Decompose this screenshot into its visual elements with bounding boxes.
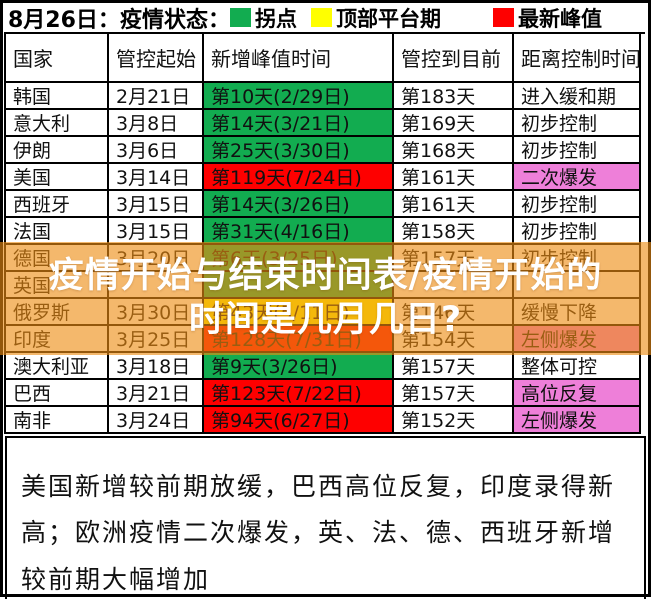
column-header-current: 管控到目前 (394, 34, 514, 83)
country-cell: 意大利 (6, 110, 109, 137)
headline-line-1: 疫情开始与结束时间表/疫情开始的 (48, 256, 603, 297)
summary-box: 美国新增较前期放缓，巴西高位反复，印度录得新高；欧洲疫情二次爆发，英、法、德、西… (5, 436, 646, 599)
country-cell: 西班牙 (6, 191, 109, 218)
start-date-cell: 3月15日 (109, 191, 204, 218)
start-date-cell: 3月21日 (109, 380, 204, 407)
legend-label: 最新峰值 (517, 6, 602, 31)
start-date-cell: 3月18日 (109, 353, 204, 380)
days-cell: 第168天 (394, 137, 514, 164)
column-header-peak: 新增峰值时间 (204, 34, 394, 83)
status-cell: 初步控制 (514, 137, 641, 164)
days-cell: 第169天 (394, 110, 514, 137)
start-date-cell: 3月15日 (109, 218, 204, 245)
start-date-cell: 3月24日 (109, 407, 204, 434)
days-cell: 第183天 (394, 83, 514, 110)
summary-text: 美国新增较前期放缓，巴西高位反复，印度录得新高；欧洲疫情二次爆发，英、法、德、西… (21, 472, 616, 594)
peak-cell: 第10天(2/29日) (204, 83, 394, 110)
country-cell: 巴西 (6, 380, 109, 407)
country-cell: 澳大利亚 (6, 353, 109, 380)
country-cell: 伊朗 (6, 137, 109, 164)
days-cell: 第152天 (394, 407, 514, 434)
legend-item-inflection: 拐点 (229, 3, 297, 33)
yellow-swatch-icon (310, 8, 332, 27)
status-cell: 初步控制 (514, 218, 641, 245)
peak-cell: 第94天(6/27日) (204, 407, 394, 434)
start-date-cell: 3月14日 (109, 164, 204, 191)
red-swatch-icon (492, 8, 514, 27)
peak-cell: 第14天(3/26日) (204, 191, 394, 218)
country-cell: 法国 (6, 218, 109, 245)
peak-cell: 第9天(3/26日) (204, 353, 394, 380)
peak-cell: 第119天(7/24日) (204, 164, 394, 191)
start-date-cell: 3月6日 (109, 137, 204, 164)
peak-cell: 第14天(3/21日) (204, 110, 394, 137)
headline-line-2: 时间是几月几日? (188, 299, 463, 340)
status-cell: 左侧爆发 (514, 407, 641, 434)
status-cell: 高位反复 (514, 380, 641, 407)
days-cell: 第161天 (394, 164, 514, 191)
status-cell: 进入缓和期 (514, 83, 641, 110)
title-bar: 8月26日： 疫情状态： 拐点 顶部平台期 最新峰值 (3, 3, 648, 33)
peak-cell: 第25天(3/30日) (204, 137, 394, 164)
days-cell: 第161天 (394, 191, 514, 218)
legend-item-plateau: 顶部平台期 (310, 3, 441, 33)
days-cell: 第157天 (394, 380, 514, 407)
column-header-country: 国家 (6, 34, 109, 83)
column-header-distance: 距离控制时间 (514, 34, 641, 83)
date-label: 8月26日： (8, 7, 120, 33)
country-cell: 韩国 (6, 83, 109, 110)
start-date-cell: 3月8日 (109, 110, 204, 137)
days-cell: 第158天 (394, 218, 514, 245)
epidemic-table: 国家 管控起始 新增峰值时间 管控到目前 距离控制时间 韩国 2月21日 第10… (4, 32, 645, 434)
status-cell: 初步控制 (514, 191, 641, 218)
country-cell: 美国 (6, 164, 109, 191)
status-cell: 整体可控 (514, 353, 641, 380)
status-cell: 二次爆发 (514, 164, 641, 191)
column-header-start: 管控起始 (109, 34, 204, 83)
legend-label: 顶部平台期 (335, 6, 441, 31)
legend-label: 拐点 (254, 6, 297, 31)
status-cell: 初步控制 (514, 110, 641, 137)
peak-cell: 第123天(7/22日) (204, 380, 394, 407)
green-swatch-icon (229, 8, 251, 27)
days-cell: 第157天 (394, 353, 514, 380)
legend: 拐点 顶部平台期 最新峰值 (229, 3, 616, 33)
legend-item-latest-peak: 最新峰值 (492, 3, 602, 33)
start-date-cell: 2月21日 (109, 83, 204, 110)
peak-cell: 第31天(4/16日) (204, 218, 394, 245)
headline-overlay: 疫情开始与结束时间表/疫情开始的 时间是几月几日? (0, 242, 651, 355)
country-cell: 南非 (6, 407, 109, 434)
status-label: 疫情状态： (119, 7, 230, 33)
